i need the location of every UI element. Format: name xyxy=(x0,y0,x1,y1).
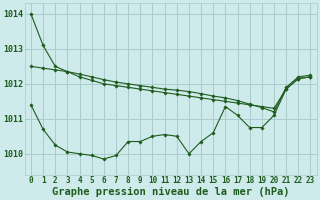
X-axis label: Graphe pression niveau de la mer (hPa): Graphe pression niveau de la mer (hPa) xyxy=(52,186,290,197)
